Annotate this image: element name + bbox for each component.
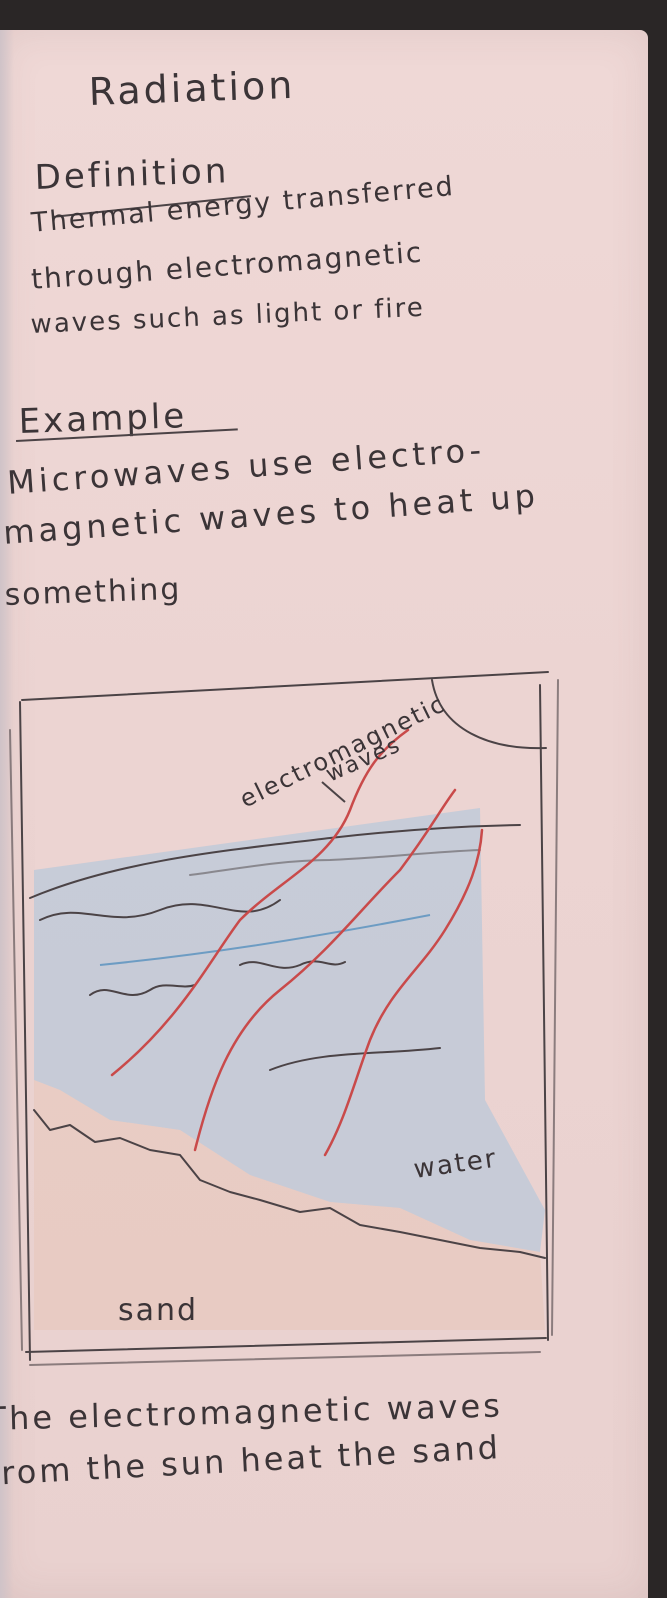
water-blue-line bbox=[99, 914, 431, 966]
waves-label-electromagnetic: electromagnetic bbox=[235, 689, 450, 813]
water-lines bbox=[29, 824, 521, 1071]
electromagnetic-waves bbox=[110, 728, 484, 1157]
seabed-line bbox=[33, 1109, 546, 1259]
waves-label-pointer bbox=[321, 781, 346, 803]
sketch-frame bbox=[9, 671, 559, 1366]
sand-label: sand bbox=[118, 1293, 198, 1328]
radiation-sketch: electromagnetic waves water sand bbox=[9, 671, 559, 1366]
notebook-page: Radiation Definition Thermal energy tran… bbox=[0, 30, 648, 1598]
sand-area bbox=[34, 1080, 545, 1330]
water-area bbox=[34, 808, 545, 1252]
